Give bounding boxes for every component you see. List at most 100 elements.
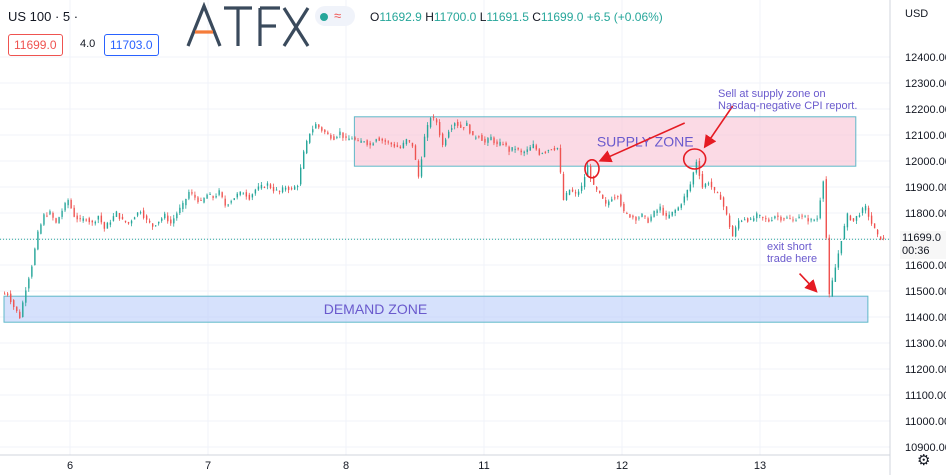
candle-body <box>713 187 716 191</box>
candle-body <box>263 187 266 188</box>
exit-arrow <box>798 273 818 293</box>
candle-body <box>97 215 100 220</box>
candle-body <box>526 149 528 152</box>
candle-body <box>689 184 692 191</box>
candle-body <box>230 201 232 203</box>
candle-body <box>49 211 51 215</box>
candle-body <box>221 192 223 198</box>
candle-body <box>490 136 492 141</box>
candle-body <box>583 177 586 187</box>
y-tick-label: 12100.00 <box>905 130 946 142</box>
candle-body <box>109 222 112 225</box>
candle-body <box>562 174 565 200</box>
candle-body <box>571 189 574 192</box>
wave-icon[interactable]: ≈ <box>334 8 342 23</box>
symbol-title[interactable]: US 100 · 5 · <box>8 9 79 24</box>
candle-body <box>61 210 63 217</box>
candle-body <box>599 190 601 193</box>
candle-body <box>602 194 604 199</box>
market-open-icon <box>320 13 328 21</box>
candle-body <box>550 149 553 151</box>
candle-body <box>665 213 667 217</box>
currency-label[interactable]: USD <box>905 8 929 20</box>
candle-body <box>324 129 326 133</box>
candle-body <box>481 135 483 141</box>
indicator-pill[interactable] <box>315 6 355 26</box>
candle-body <box>728 215 731 227</box>
candle-body <box>704 183 707 187</box>
candle-body <box>496 141 498 145</box>
candle-body <box>88 218 90 223</box>
candle-body <box>777 215 779 217</box>
candle-body <box>366 140 368 145</box>
candle-body <box>115 211 118 217</box>
chart-header: US 100 · 5 · ≈ O11692.9 H11700.0 L11691.… <box>0 0 890 58</box>
atfx-logo <box>186 2 310 47</box>
candle-body <box>13 300 15 308</box>
candle-body <box>529 147 531 151</box>
candle-body <box>218 190 220 195</box>
candle-body <box>768 219 770 222</box>
candle-body <box>580 185 583 191</box>
candle-body <box>463 127 465 129</box>
candle-body <box>233 198 235 200</box>
candle-body <box>76 215 78 220</box>
candle-body <box>300 167 302 185</box>
candle-body <box>451 128 453 130</box>
gear-icon[interactable]: ⚙ <box>917 452 931 469</box>
candle-body <box>318 124 320 128</box>
candle-body <box>173 218 175 224</box>
candle-body <box>484 138 486 143</box>
y-tick-label: 12300.00 <box>905 78 946 90</box>
candle-body <box>807 218 809 222</box>
candle-body <box>789 218 791 220</box>
candle-body <box>813 219 815 221</box>
candle-body <box>650 216 652 221</box>
candle-body <box>671 211 673 216</box>
candle-body <box>435 119 438 123</box>
candle-body <box>753 218 755 221</box>
candle-body <box>499 141 501 146</box>
candle-body <box>152 223 154 227</box>
candle-body <box>272 187 275 192</box>
candle-body <box>55 218 57 223</box>
candle-body <box>858 215 861 217</box>
candle-body <box>725 206 728 215</box>
candle-body <box>810 219 812 221</box>
last-price-tag: 11699.0 00:36 <box>900 231 946 260</box>
candle-body <box>396 145 399 147</box>
candle-body <box>795 220 797 222</box>
candle-body <box>417 161 420 177</box>
candle-body <box>644 215 646 217</box>
candle-body <box>870 215 873 224</box>
y-tick-label: 11200.00 <box>905 364 946 376</box>
candle-body <box>275 189 278 191</box>
candle-body <box>236 193 238 198</box>
candle-body <box>239 191 242 195</box>
candle-body <box>118 213 121 219</box>
candle-body <box>293 186 296 190</box>
candle-body <box>260 184 263 189</box>
candle-body <box>342 132 344 138</box>
candle-body <box>843 226 846 239</box>
x-axis-labels: 6 7 8 11 12 13 <box>67 460 766 472</box>
sell-price-button[interactable]: 11699.0 <box>8 34 63 56</box>
candle-body <box>402 142 405 148</box>
candle-body <box>414 145 417 160</box>
candle-body <box>475 137 477 139</box>
candle-body <box>559 148 562 173</box>
candle-body <box>227 204 229 206</box>
candle-body <box>321 127 323 131</box>
candle-body <box>707 183 710 185</box>
candle-body <box>792 219 794 221</box>
candle-body <box>771 220 773 222</box>
candle-body <box>716 192 719 194</box>
candle-body <box>405 139 408 145</box>
buy-price-button[interactable]: 11703.0 <box>104 34 159 56</box>
spread-value: 4.0 <box>80 38 96 50</box>
candle-body <box>10 293 12 303</box>
candle-body <box>553 148 556 150</box>
candle-body <box>620 194 622 206</box>
candle-body <box>378 137 380 141</box>
